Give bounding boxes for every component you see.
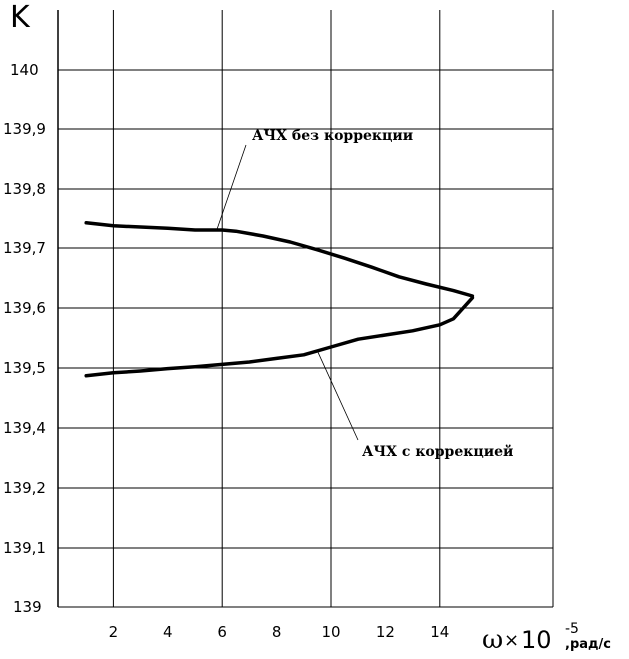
y-tick-label: 139,8: [3, 180, 46, 198]
y-tick-label: 139,5: [3, 359, 46, 377]
y-tick-labels: 140 139,9 139,8 139,7 139,6 139,5 139,4 139,2 13…: [3, 61, 46, 616]
x-axis-label-unit: ,рад/с: [565, 637, 611, 652]
x-tick-label: 12: [376, 623, 395, 641]
y-tick-label: 139: [13, 598, 42, 616]
y-axis-label: K: [10, 0, 31, 35]
annotation-label: АЧХ с коррекцией: [362, 443, 513, 460]
x-tick-label: 4: [163, 623, 173, 641]
x-axis-label: ω × 10 -5 ,рад/с: [482, 621, 611, 655]
grid: [57, 10, 554, 608]
y-tick-label: 139,6: [3, 299, 46, 317]
x-tick-label: 8: [272, 623, 282, 641]
y-tick-label: 139,1: [3, 539, 46, 557]
y-tick-label: 139,7: [3, 239, 46, 257]
x-axis-label-symbol: ω: [482, 625, 503, 655]
annotation-leader-line: [317, 350, 359, 441]
x-tick-label: 10: [321, 623, 340, 641]
x-tick-labels: 2 4 6 8 10 12 14: [109, 623, 450, 641]
series-line-1: [84, 296, 475, 378]
series-line-0: [84, 221, 475, 298]
y-tick-label: 139,4: [3, 419, 46, 437]
series-lines: [84, 221, 475, 378]
x-axis-label-exponent: -5: [565, 621, 579, 637]
x-tick-label: 2: [109, 623, 119, 641]
annotation-label: АЧХ без коррекции: [252, 128, 413, 144]
y-tick-label: 140: [10, 61, 39, 79]
y-tick-label: 139,2: [3, 479, 46, 497]
annotations: АЧХ без коррекции АЧХ с коррекцией: [216, 128, 513, 460]
annotation-leader-line: [216, 144, 247, 231]
y-tick-label: 139,9: [3, 120, 46, 138]
x-axis-label-times: ×: [504, 630, 519, 651]
x-axis-label-base: 10: [521, 626, 552, 654]
x-tick-label: 6: [217, 623, 227, 641]
x-tick-label: 14: [430, 623, 449, 641]
